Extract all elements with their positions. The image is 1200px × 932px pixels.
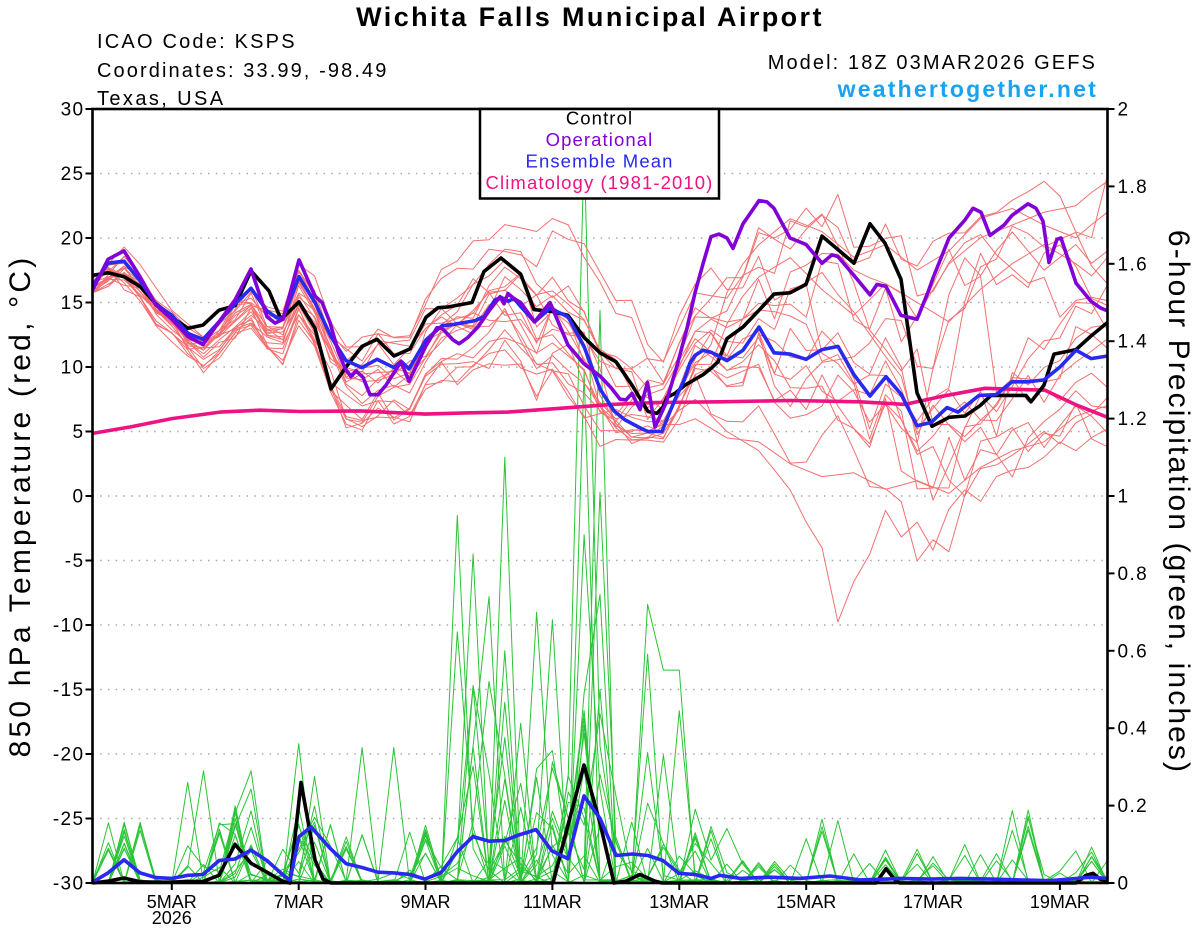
svg-text:0.2: 0.2 bbox=[1118, 796, 1149, 817]
svg-text:1.2: 1.2 bbox=[1118, 409, 1149, 430]
svg-text:Operational: Operational bbox=[546, 129, 654, 150]
svg-text:15MAR: 15MAR bbox=[776, 892, 836, 912]
svg-text:17MAR: 17MAR bbox=[903, 892, 963, 912]
svg-text:-5: -5 bbox=[65, 551, 85, 572]
svg-text:-25: -25 bbox=[53, 809, 85, 830]
svg-text:Climatology (1981-2010): Climatology (1981-2010) bbox=[486, 172, 714, 193]
svg-text:-30: -30 bbox=[53, 874, 85, 895]
svg-text:6-hour Precipitation (green, i: 6-hour Precipitation (green, inches) bbox=[1162, 230, 1195, 774]
svg-text:0: 0 bbox=[73, 487, 85, 508]
svg-text:30: 30 bbox=[61, 100, 85, 121]
svg-text:0: 0 bbox=[1118, 874, 1130, 895]
svg-text:7MAR: 7MAR bbox=[274, 892, 324, 912]
svg-text:1.4: 1.4 bbox=[1118, 332, 1149, 353]
svg-text:Control: Control bbox=[566, 108, 633, 129]
svg-text:0.8: 0.8 bbox=[1118, 564, 1149, 585]
svg-text:19MAR: 19MAR bbox=[1030, 892, 1090, 912]
svg-text:0.6: 0.6 bbox=[1118, 641, 1149, 662]
svg-text:5: 5 bbox=[73, 422, 85, 443]
svg-text:Wichita Falls Municipal Airpor: Wichita Falls Municipal Airport bbox=[356, 2, 824, 32]
svg-text:25: 25 bbox=[61, 164, 85, 185]
svg-text:Coordinates: 33.99, -98.49: Coordinates: 33.99, -98.49 bbox=[97, 60, 388, 82]
svg-text:Texas, USA: Texas, USA bbox=[97, 88, 225, 110]
svg-text:850 hPa Temperature (red, °C): 850 hPa Temperature (red, °C) bbox=[4, 255, 37, 758]
svg-text:20: 20 bbox=[61, 229, 85, 250]
svg-text:ICAO Code: KSPS: ICAO Code: KSPS bbox=[97, 31, 297, 53]
svg-text:5MAR: 5MAR bbox=[147, 892, 197, 912]
svg-text:1.8: 1.8 bbox=[1118, 177, 1149, 198]
svg-text:9MAR: 9MAR bbox=[400, 892, 450, 912]
svg-text:15: 15 bbox=[61, 293, 85, 314]
svg-text:0.4: 0.4 bbox=[1118, 719, 1149, 740]
svg-text:-20: -20 bbox=[53, 745, 85, 766]
svg-text:-15: -15 bbox=[53, 680, 85, 701]
svg-text:weathertogether.net: weathertogether.net bbox=[837, 76, 1098, 102]
svg-text:11MAR: 11MAR bbox=[523, 892, 582, 912]
svg-text:1: 1 bbox=[1118, 487, 1130, 508]
svg-text:1.6: 1.6 bbox=[1118, 254, 1149, 275]
svg-text:13MAR: 13MAR bbox=[649, 892, 709, 912]
svg-text:-10: -10 bbox=[53, 616, 85, 637]
svg-text:2026: 2026 bbox=[152, 908, 192, 927]
svg-text:10: 10 bbox=[61, 358, 85, 379]
svg-text:Ensemble Mean: Ensemble Mean bbox=[526, 150, 674, 171]
svg-text:Model: 18Z 03MAR2026 GEFS: Model: 18Z 03MAR2026 GEFS bbox=[768, 52, 1097, 74]
svg-text:2: 2 bbox=[1118, 100, 1130, 121]
